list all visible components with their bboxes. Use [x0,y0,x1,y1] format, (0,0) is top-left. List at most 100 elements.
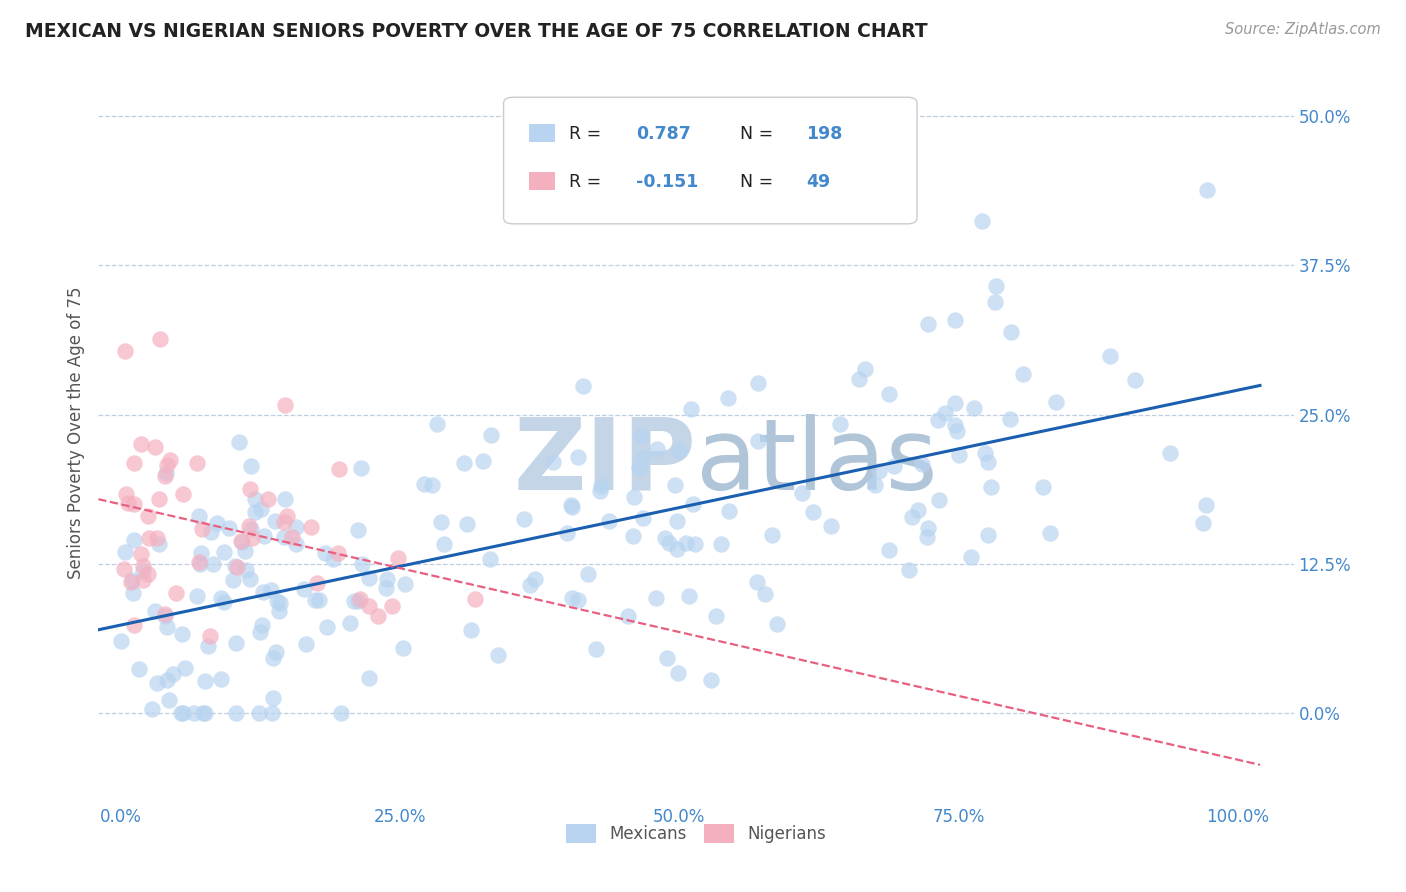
Point [132,559,155,574]
Point [122,618,145,632]
Point [165,586,187,600]
Point [589,483,612,498]
Point [260,583,283,598]
Point [200,524,222,539]
Point [186,456,208,470]
Point [250,502,273,516]
FancyBboxPatch shape [529,124,555,142]
Point [188,508,211,523]
Point [121,585,143,599]
Point [129,548,152,562]
Point [347,594,370,608]
Text: 0.787: 0.787 [637,125,690,143]
Point [222,573,245,587]
Point [128,662,150,676]
Point [907,503,929,517]
Point [339,615,361,630]
Point [1197,183,1219,197]
Point [928,493,950,508]
Point [194,674,217,689]
Point [1191,516,1213,531]
Text: 49: 49 [806,173,830,191]
Point [156,673,179,687]
Point [675,535,697,549]
Point [946,424,969,438]
Point [224,558,246,573]
Point [124,497,146,511]
Point [190,546,212,560]
Point [374,581,396,595]
Point [136,509,159,524]
Point [328,462,350,476]
Point [156,458,179,473]
Point [252,618,274,632]
Point [519,578,541,592]
Point [754,587,776,601]
Point [266,594,288,608]
Text: R =: R = [569,173,607,191]
Point [977,527,1000,541]
Point [970,214,993,228]
Point [264,644,287,658]
Point [367,608,389,623]
Point [718,504,741,518]
Point [304,593,326,607]
Point [225,636,247,650]
Point [307,575,329,590]
Point [943,313,966,327]
Point [201,557,224,571]
Point [145,676,167,690]
Point [252,585,274,599]
Point [114,344,136,359]
Point [747,434,769,449]
Point [790,486,813,500]
Text: R =: R = [569,125,607,143]
Text: MEXICAN VS NIGERIAN SENIORS POVERTY OVER THE AGE OF 75 CORRELATION CHART: MEXICAN VS NIGERIAN SENIORS POVERTY OVER… [25,22,928,41]
Point [155,469,177,483]
Point [387,551,409,566]
Point [198,629,221,643]
Point [959,550,981,565]
Point [1045,395,1067,409]
Point [273,491,295,506]
Point [623,491,645,505]
Point [576,567,599,582]
Point [1032,480,1054,494]
Point [301,520,323,534]
Point [132,573,155,587]
Point [209,591,232,606]
FancyBboxPatch shape [503,97,917,224]
Point [114,487,136,501]
Point [240,459,263,474]
Point [132,564,155,578]
Point [543,455,565,469]
Point [820,519,842,533]
Point [162,667,184,681]
Point [359,571,381,585]
Point [273,515,295,529]
Point [561,591,583,605]
Point [245,505,267,519]
Point [314,546,336,560]
Point [121,573,143,587]
Point [316,620,339,634]
Point [249,624,271,639]
Point [983,295,1005,310]
Point [240,531,263,545]
Point [868,464,890,478]
Point [114,545,136,559]
Point [980,480,1002,494]
Point [276,508,298,523]
Point [263,515,285,529]
Point [974,446,997,460]
Point [901,510,924,524]
Point [328,546,350,560]
Point [963,401,986,416]
Point [717,392,740,406]
Point [683,536,706,550]
Point [877,543,900,558]
Point [240,522,263,536]
Point [281,530,304,544]
Point [153,609,176,624]
Point [1123,373,1146,387]
